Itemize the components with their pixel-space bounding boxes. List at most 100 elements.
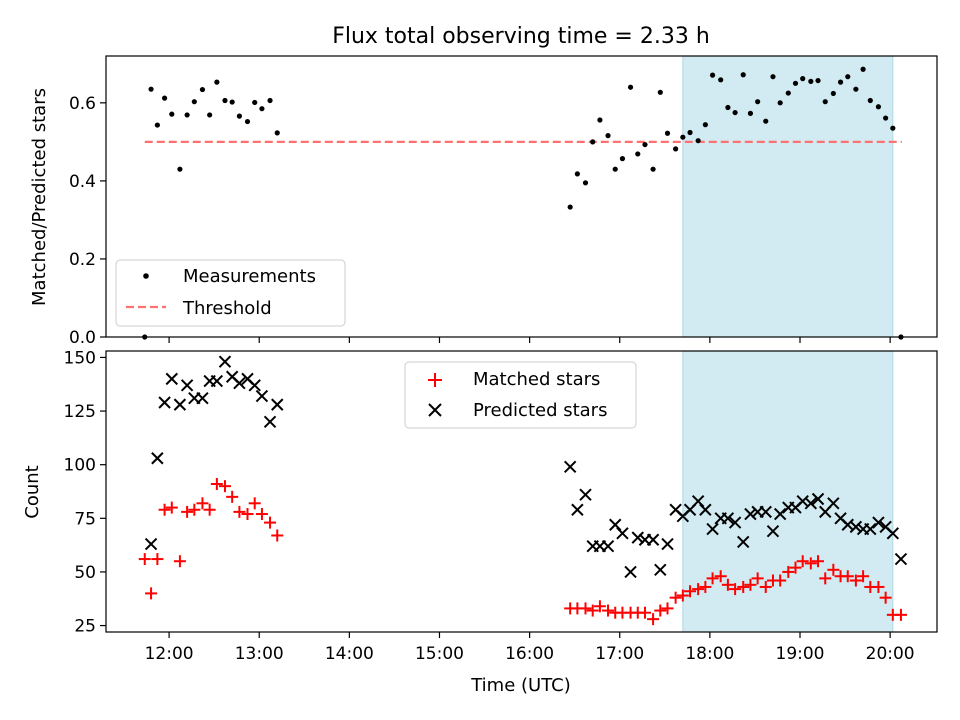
predicted-x-b (872, 516, 885, 529)
predicted-star-point (872, 516, 885, 529)
predicted-star-point (737, 535, 750, 549)
predicted-x-b (180, 379, 194, 392)
predicted-x-b (737, 535, 750, 549)
measurement-point (867, 97, 873, 104)
predicted-x-b (144, 537, 158, 551)
measurement-point (702, 122, 708, 128)
matched-star-point (841, 570, 854, 583)
legend-label-predicted: Predicted stars (473, 400, 607, 421)
measurement-point (740, 72, 746, 78)
predicted-x-b (766, 524, 780, 538)
predicted-star-point (151, 452, 164, 465)
y-tick-label: 50 (74, 563, 96, 583)
measurement-point (785, 90, 791, 96)
predicted-star-point (661, 537, 674, 551)
top-legend-box (115, 259, 346, 327)
predicted-x-b (210, 374, 224, 388)
measurement-point (184, 112, 190, 118)
predicted-x-b (579, 488, 592, 501)
predicted-x-b (271, 398, 284, 411)
top-y-axis-label: Matched/Predicted stars (29, 88, 50, 306)
matched-star-point (706, 572, 719, 585)
predicted-star-point (180, 379, 194, 392)
matched-star-point (602, 604, 615, 617)
top-x-ticks (168, 337, 891, 343)
predicted-x-b (744, 507, 757, 521)
predicted-star-point (804, 497, 818, 510)
x-tick-label: 17:00 (595, 644, 644, 664)
measurement-point (222, 97, 228, 104)
measurement-point (815, 77, 821, 84)
measurement-point (590, 139, 596, 145)
matched-star-point (692, 583, 705, 596)
predicted-star-point (706, 522, 719, 536)
matched-star-point (241, 508, 254, 521)
predicted-x-b (571, 503, 584, 516)
matched-star-point (203, 503, 216, 516)
predicted-x-b (624, 565, 637, 579)
predicted-star-point (601, 539, 615, 553)
predicted-star-point (827, 497, 840, 510)
predicted-star-point (144, 537, 158, 551)
measurement-point (199, 86, 206, 93)
top-y-ticks: 0.0 0.2 0.4 0.6 (69, 94, 106, 348)
measurement-point (267, 97, 273, 104)
predicted-star-point (894, 552, 908, 566)
matched-star-point (759, 580, 772, 593)
predicted-x-b (631, 531, 644, 544)
predicted-star-point (759, 505, 772, 519)
measurement-point (673, 146, 679, 152)
measurement-point (808, 78, 814, 84)
x-tick-label: 20:00 (866, 644, 915, 664)
matched-star-point (699, 580, 712, 593)
predicted-x-b (811, 492, 825, 506)
predicted-x-b (834, 512, 847, 525)
matched-star-point (158, 503, 171, 516)
measurement-point (777, 100, 783, 106)
shaded-span (682, 350, 894, 633)
predicted-star-point (158, 396, 171, 409)
predicted-x-b (706, 522, 719, 536)
predicted-x-b (616, 527, 629, 540)
measurement-point (763, 118, 769, 124)
top-legend: Measurements Threshold (115, 259, 346, 327)
matched-star-point (210, 477, 223, 490)
measurement-point (161, 95, 168, 101)
measurement-point (605, 133, 611, 139)
matched-star-point (271, 529, 284, 542)
predicted-x-b (864, 522, 877, 536)
matched-star-point (789, 561, 802, 574)
matched-star-point (737, 580, 750, 593)
predicted-x-b (773, 507, 787, 521)
predicted-x-b (233, 376, 246, 390)
predicted-star-point (864, 522, 877, 536)
predicted-star-point (571, 503, 584, 516)
y-tick-label: 0.0 (69, 328, 96, 348)
y-tick-label: 100 (64, 456, 96, 476)
measurement-point (635, 151, 641, 157)
legend-label-matched: Matched stars (473, 369, 600, 390)
bottom-panel: 25 50 75 100 125 150 12:00 13:00 14:00 15:00 16:0… (22, 348, 938, 696)
matched-star-point (872, 580, 885, 593)
top-shaded-region (682, 55, 894, 338)
measurement-point (725, 104, 731, 111)
top-axes-frame (105, 55, 938, 338)
top-panel: 0.0 0.2 0.4 0.6 Matched/Predicted stars Mea… (29, 55, 938, 348)
measurement-point (619, 156, 626, 162)
predicted-star-point (218, 355, 232, 368)
bottom-shaded-region (682, 350, 894, 633)
matched-star-point (173, 555, 186, 568)
matched-star-point (586, 604, 599, 617)
measurement-point (732, 109, 738, 116)
predicted-x-b (721, 512, 735, 525)
shaded-span (682, 55, 894, 338)
chart-title: Flux total observing time = 2.33 h (332, 24, 710, 49)
measurement-point (154, 122, 160, 128)
predicted-star-point (646, 533, 660, 546)
predicted-x-b (827, 497, 840, 510)
matched-star-point (827, 563, 840, 576)
predicted-star-point (255, 389, 269, 403)
legend-marker-predicted (428, 403, 442, 417)
x-tick-label: 18:00 (685, 644, 734, 664)
matched-star-point (264, 516, 277, 529)
